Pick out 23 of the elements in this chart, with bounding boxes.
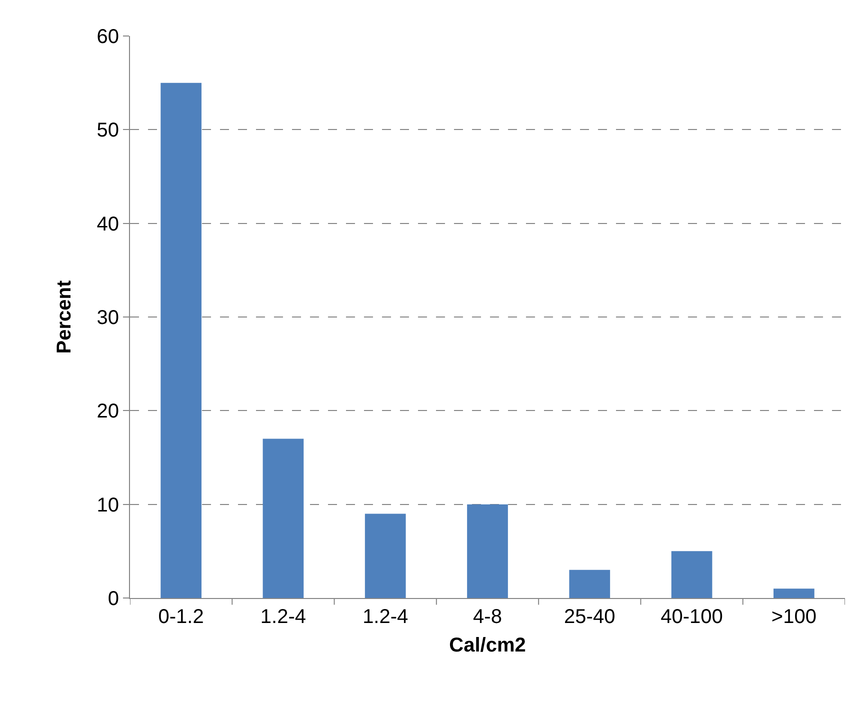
bar (671, 551, 712, 598)
y-tick-label: 50 (96, 120, 119, 142)
x-tick-label: 0-1.2 (158, 606, 204, 628)
y-tick-label: 10 (96, 494, 119, 516)
x-tick-label: >100 (771, 606, 816, 628)
bar (160, 82, 202, 598)
x-tick-label: 1.2-4 (260, 606, 306, 628)
x-axis-title: Cal/cm2 (449, 634, 526, 656)
y-tick-label: 40 (96, 213, 119, 236)
y-tick-label: 20 (96, 400, 119, 423)
x-tick-label: 1.2-4 (362, 606, 408, 628)
y-tick-label: 0 (108, 588, 119, 610)
bar (262, 438, 304, 598)
bar (569, 570, 610, 598)
y-axis-title: Percent (53, 280, 76, 354)
x-tick-label: 4-8 (473, 606, 502, 628)
bar (364, 514, 406, 598)
x-tick-label: 25-40 (564, 606, 616, 628)
y-tick-label: 30 (96, 307, 119, 329)
bar (467, 504, 508, 598)
bar (774, 588, 814, 598)
x-tick-label: 40-100 (660, 606, 723, 628)
y-tick-label: 60 (96, 26, 119, 48)
